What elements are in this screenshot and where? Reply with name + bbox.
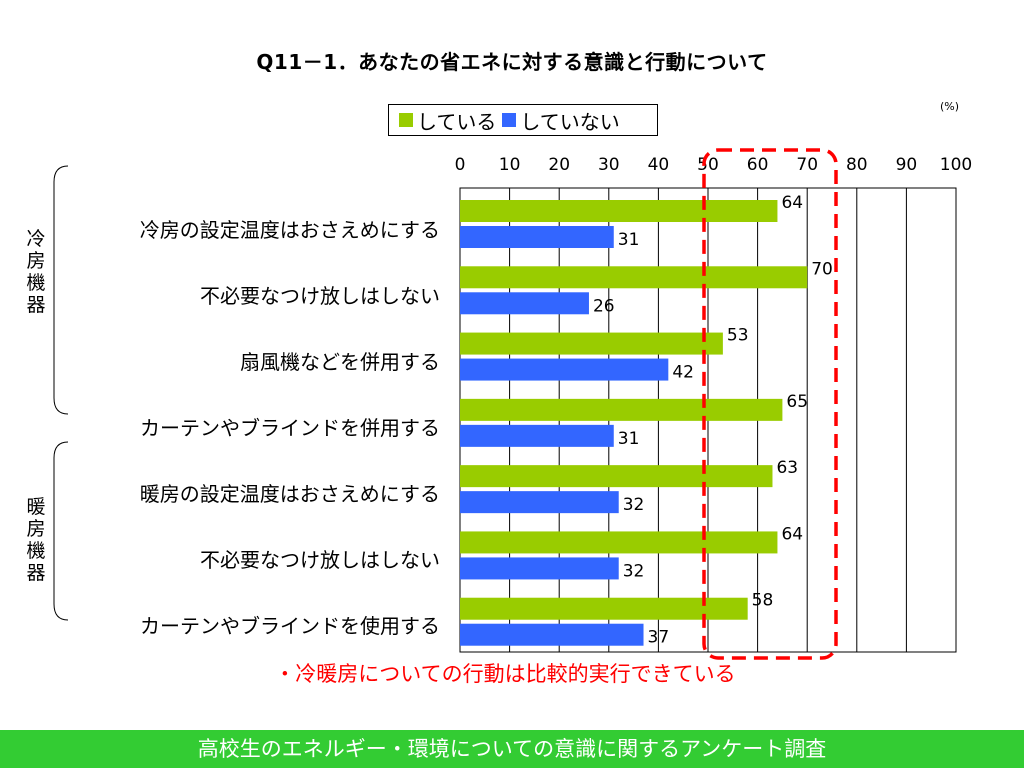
unit-label: (%)	[940, 100, 960, 113]
data-label: 31	[618, 230, 640, 250]
data-label: 65	[786, 392, 808, 412]
x-tick-label: 100	[940, 155, 972, 175]
bar	[460, 424, 614, 447]
legend-swatch-series1	[399, 113, 413, 127]
category-label: カーテンやブラインドを使用する	[140, 614, 440, 638]
callout-text: ・冷暖房についての行動は比較的実行できている	[274, 662, 736, 686]
bar	[460, 531, 778, 554]
x-tick-label: 10	[499, 155, 521, 175]
bar	[460, 557, 619, 580]
data-label: 37	[648, 628, 670, 648]
bar	[460, 226, 614, 248]
bar	[460, 200, 778, 222]
category-label: 扇風機などを併用する	[240, 350, 440, 374]
chart-title: Q11－1．あなたの省エネに対する意識と行動について	[256, 50, 768, 74]
category-label: 不必要なつけ放しはしない	[200, 548, 440, 572]
data-label: 31	[618, 429, 640, 449]
legend-entry-series2: していない	[502, 106, 620, 135]
data-label: 63	[776, 458, 798, 478]
group-label-heating: 暖房機器	[26, 496, 46, 584]
category-label: 暖房の設定温度はおさえめにする	[139, 482, 440, 506]
data-label: 26	[593, 296, 615, 316]
x-tick-label: 50	[697, 155, 719, 175]
bar	[460, 623, 644, 646]
legend: している していない	[388, 104, 658, 136]
x-tick-label: 20	[548, 155, 570, 175]
x-tick-label: 30	[598, 155, 620, 175]
legend-label-series2: していない	[520, 109, 620, 134]
bar	[460, 398, 783, 421]
legend-swatch-series2	[502, 113, 517, 127]
data-label: 58	[752, 591, 774, 611]
legend-label-series1: している	[417, 109, 497, 134]
category-label: 不必要なつけ放しはしない	[200, 284, 440, 308]
bar	[460, 358, 669, 381]
category-label: 冷房の設定温度はおさえめにする	[139, 218, 440, 242]
bracket-heating	[53, 441, 69, 621]
bar	[460, 465, 773, 488]
data-label: 42	[672, 363, 694, 383]
group-label-cooling: 冷房機器	[26, 228, 46, 316]
data-label: 53	[727, 326, 749, 346]
x-tick-label: 80	[846, 155, 868, 175]
x-tick-label: 70	[796, 155, 818, 175]
category-label: カーテンやブラインドを併用する	[140, 416, 440, 440]
data-label: 70	[811, 259, 833, 279]
bar	[460, 491, 619, 514]
x-tick-label: 90	[896, 155, 918, 175]
bar	[460, 597, 748, 620]
x-tick-label: 0	[455, 155, 466, 175]
bar	[460, 292, 589, 315]
footer-banner: 高校生のエネルギー・環境についての意識に関するアンケート調査	[0, 730, 1024, 768]
legend-entry-series1: している	[399, 106, 496, 135]
data-label: 32	[623, 495, 645, 515]
data-label: 64	[781, 524, 803, 544]
highlight-box	[702, 148, 838, 660]
data-label: 64	[781, 193, 803, 213]
bar	[460, 266, 808, 289]
bar	[460, 332, 723, 355]
bracket-cooling	[53, 165, 69, 415]
x-tick-label: 60	[747, 155, 769, 175]
data-label: 32	[623, 561, 645, 581]
x-tick-label: 40	[648, 155, 670, 175]
